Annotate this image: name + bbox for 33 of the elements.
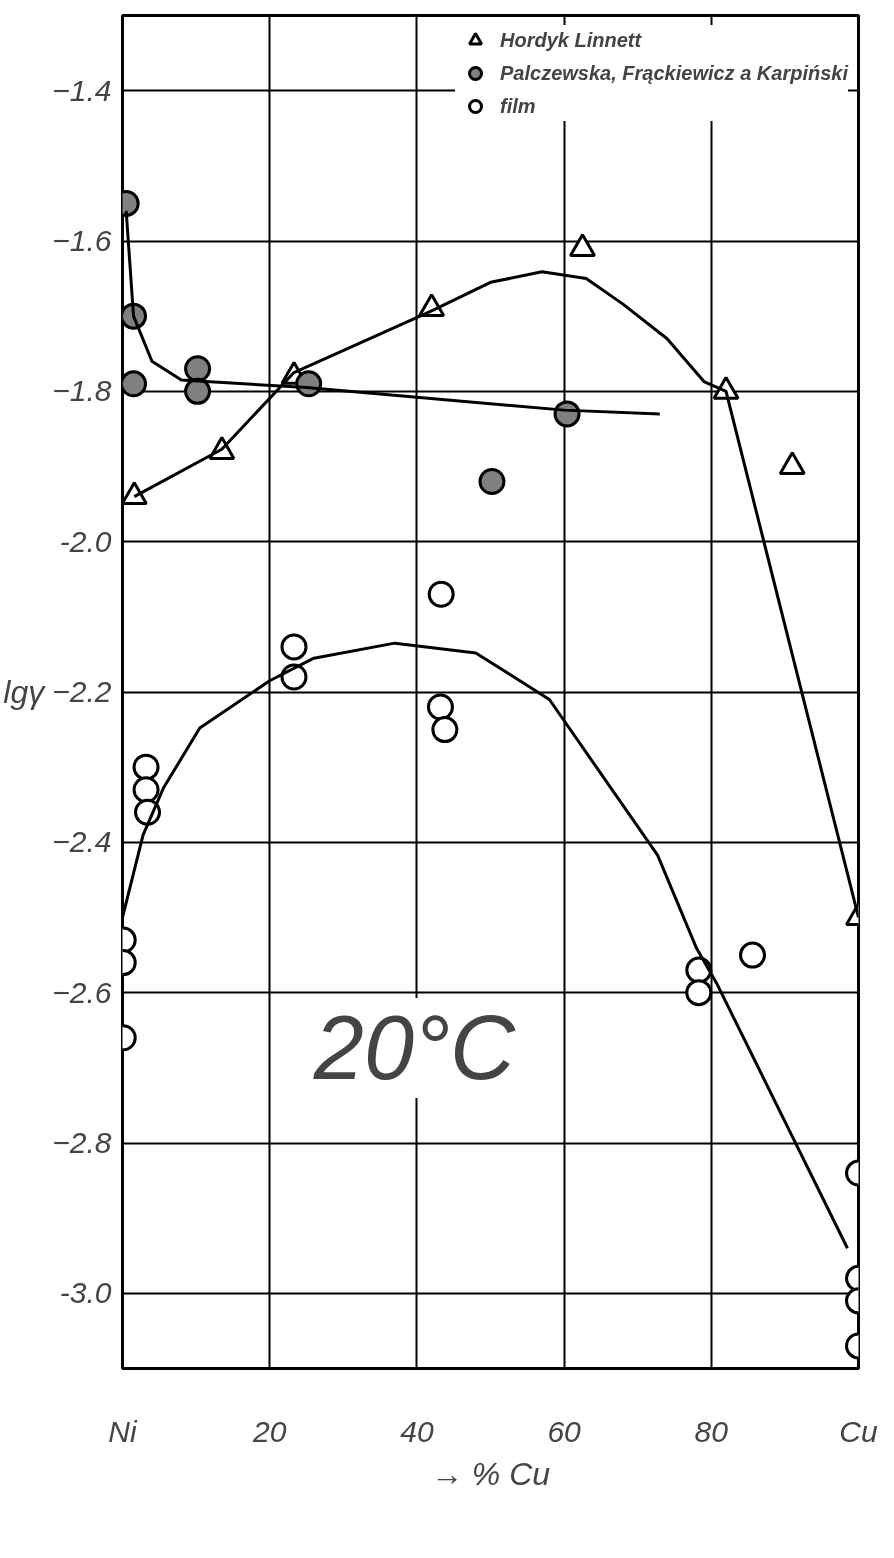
point [478,468,506,496]
legend-label: Palczewska, Frąckiewicz a Karpiński [500,61,848,85]
point [426,693,454,721]
y-tick-label: −1.4 [52,73,112,107]
x-tick-label: 80 [694,1414,729,1448]
x-tick-label: 40 [400,1414,434,1448]
y-axis-title: lgγ [3,674,47,710]
x-tick-label: Ni [108,1414,138,1448]
point [739,941,767,969]
point [685,979,713,1007]
point [431,716,459,744]
y-tick-label: −1.8 [52,374,112,408]
y-tick-label: −2.4 [52,825,112,859]
legend-label: Hordyk Linnett [500,28,642,52]
point [122,370,148,398]
y-tick-label: -2.0 [59,524,112,558]
y-tick-label: −2.8 [52,1126,112,1159]
legend-label: film [500,94,536,118]
y-tick-label: −2.2 [52,675,112,708]
point [184,355,212,383]
x-tick-label: Cu [839,1414,878,1448]
annotation: 20°C [312,997,516,1098]
point [132,776,160,804]
y-tick-label: -3.0 [59,1276,112,1310]
x-axis-title: → % Cu [430,1455,551,1492]
point [427,580,455,608]
x-tick-label: 60 [547,1414,582,1448]
point [184,377,212,405]
point [132,753,160,781]
y-tick-label: −2.6 [52,975,112,1009]
point [280,633,308,661]
y-tick-label: −1.6 [52,224,112,257]
x-tick-label: 20 [252,1414,287,1448]
